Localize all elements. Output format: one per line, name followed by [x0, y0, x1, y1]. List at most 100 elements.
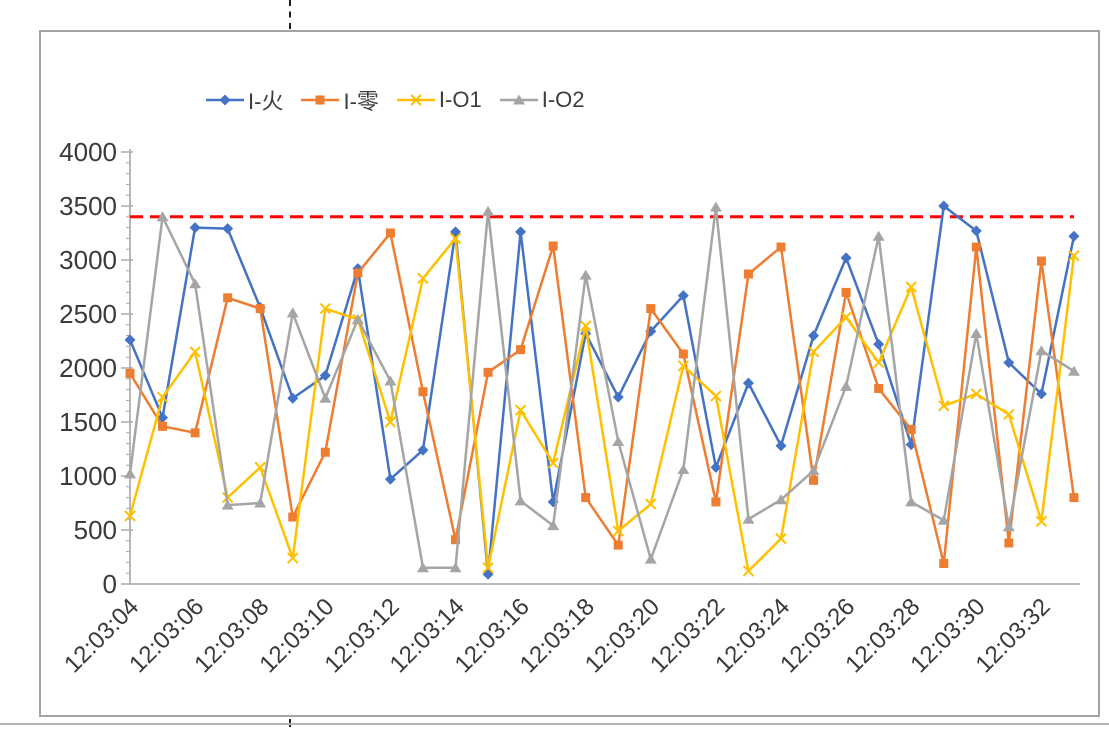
- data-point-I-O2: [482, 205, 495, 216]
- data-point-I-O1: [1035, 515, 1048, 528]
- data-point-I-O1: [579, 320, 592, 332]
- data-point-I-O2: [254, 497, 267, 508]
- data-point-I-火: [970, 225, 982, 237]
- series-line-I-零: [128, 231, 1076, 565]
- data-point-I-零: [255, 304, 265, 314]
- data-point-I-零: [874, 384, 884, 394]
- data-point-I-O2: [742, 513, 755, 524]
- plot-area: 0500100015002000250030003500400012:03:04…: [59, 137, 1080, 678]
- data-point-I-零: [1004, 538, 1014, 548]
- data-point-I-O2: [124, 468, 136, 479]
- data-point-I-火: [677, 290, 689, 302]
- data-point-I-零: [223, 293, 233, 303]
- data-point-I-O2: [416, 562, 429, 573]
- data-point-I-O2: [775, 494, 787, 505]
- chart-area[interactable]: I-火 I-零 I-O1 I-O2 0 500 1000 1500 2000 2500 3000 3…: [39, 30, 1100, 717]
- data-point-I-O1: [417, 272, 429, 285]
- data-point-I-O1: [905, 281, 917, 293]
- data-point-I-O2: [872, 230, 885, 241]
- series-line-I-火: [128, 204, 1076, 576]
- data-point-I-零: [613, 540, 623, 550]
- y-axis-label: 1000: [59, 461, 117, 491]
- data-point-I-火: [287, 392, 299, 404]
- data-point-I-O1: [970, 388, 983, 400]
- data-point-I-O1: [710, 390, 722, 402]
- data-point-I-零: [320, 447, 330, 457]
- data-point-I-O2: [807, 465, 820, 476]
- legend-item-I-O1: I-O1: [396, 87, 482, 113]
- data-point-I-零: [809, 475, 819, 485]
- data-point-I-O2: [319, 392, 332, 403]
- data-point-I-零: [190, 428, 200, 438]
- data-point-I-零: [1036, 256, 1046, 266]
- data-point-I-零: [158, 421, 168, 431]
- data-point-I-O2: [1035, 345, 1048, 356]
- data-point-I-火: [742, 377, 754, 389]
- square-legend-marker-icon: [301, 95, 340, 105]
- data-point-I-O1: [384, 416, 397, 428]
- data-point-I-O2: [547, 520, 560, 531]
- data-point-I-O2: [905, 496, 918, 507]
- data-point-I-火: [384, 473, 396, 485]
- data-point-I-O1: [482, 562, 494, 574]
- data-point-I-火: [1003, 357, 1015, 369]
- data-point-I-O2: [351, 313, 364, 324]
- data-point-I-O2: [612, 435, 625, 446]
- data-point-I-O1: [254, 461, 266, 474]
- x-legend-marker-icon: [396, 94, 435, 106]
- legend-label: I-O1: [438, 87, 482, 112]
- data-point-I-O1: [449, 232, 462, 245]
- data-point-I-O2: [514, 495, 527, 506]
- legend-item-I-O2: I-O2: [499, 87, 585, 113]
- series-line-I-O1: [128, 237, 1076, 573]
- data-point-I-O2: [677, 464, 690, 475]
- triangle-legend-marker-icon: [499, 94, 538, 105]
- y-axis-label: 3500: [59, 191, 117, 221]
- data-point-I-O2: [970, 327, 983, 338]
- data-point-I-O1: [807, 346, 820, 358]
- data-point-I-火: [124, 334, 136, 346]
- y-axis-label: 3000: [59, 245, 117, 275]
- data-point-I-零: [646, 304, 656, 314]
- data-point-I-零: [1069, 493, 1079, 503]
- data-point-I-O1: [319, 302, 332, 315]
- data-point-I-O2: [644, 553, 657, 564]
- data-point-I-O2: [384, 375, 397, 386]
- data-point-I-零: [385, 228, 395, 238]
- data-point-I-O1: [287, 552, 299, 564]
- data-point-I-O1: [645, 498, 657, 510]
- data-point-I-火: [612, 391, 624, 403]
- data-point-I-O2: [449, 562, 462, 573]
- data-point-I-火: [319, 370, 331, 382]
- data-point-I-O2: [189, 278, 202, 289]
- data-point-I-O1: [1068, 249, 1080, 262]
- data-point-I-O1: [775, 532, 787, 545]
- data-point-I-零: [125, 368, 135, 378]
- diamond-legend-marker-icon: [206, 94, 244, 106]
- data-point-I-火: [189, 222, 201, 234]
- data-point-I-O1: [189, 346, 201, 358]
- sheet-gridline: [0, 723, 1109, 725]
- data-point-I-O2: [840, 380, 853, 391]
- data-point-I-O1: [547, 457, 559, 469]
- data-point-I-火: [1068, 230, 1080, 242]
- y-axis-label: 4000: [59, 137, 117, 167]
- data-point-I-O1: [1003, 408, 1015, 421]
- data-point-I-火: [840, 252, 852, 264]
- data-point-I-火: [515, 226, 527, 238]
- data-point-I-O1: [124, 510, 136, 522]
- data-point-I-零: [451, 535, 460, 545]
- legend-item-I-零: I-零: [301, 84, 379, 116]
- legend-label: I-O2: [541, 87, 585, 112]
- data-point-I-火: [417, 444, 429, 456]
- data-point-I-零: [516, 345, 526, 355]
- data-point-I-O1: [742, 565, 755, 577]
- y-axis-label: 2000: [59, 353, 117, 383]
- data-point-I-O1: [612, 525, 624, 537]
- data-point-I-火: [710, 461, 722, 473]
- y-axis-label: 0: [103, 569, 117, 599]
- data-point-I-火: [1035, 388, 1047, 400]
- series-line-I-O2: [128, 205, 1075, 570]
- data-point-I-O2: [579, 269, 592, 280]
- data-point-I-零: [906, 425, 916, 435]
